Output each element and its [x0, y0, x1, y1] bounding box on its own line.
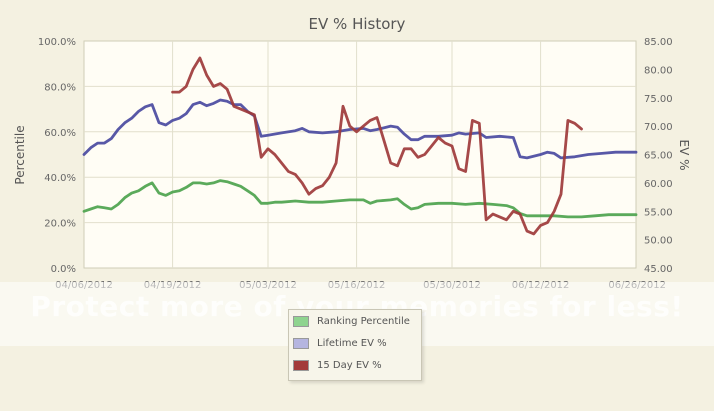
legend-label: 15 Day EV % [317, 359, 382, 371]
y-tick-label: 100.0% [38, 37, 76, 48]
y-tick-label: 80.0% [44, 82, 76, 93]
ranking-percentile-line [82, 179, 638, 219]
y2-tick-label: 80.00 [644, 65, 673, 76]
chart-title: EV % History [309, 15, 406, 33]
y-axis-label: Percentile [13, 125, 27, 184]
legend-swatch-15-day [293, 359, 309, 371]
y2-tick-label: 55.00 [644, 207, 673, 218]
y2-tick-label: 75.00 [644, 94, 673, 105]
y2-axis-label: EV % [677, 139, 691, 170]
y-tick-label: 40.0% [44, 173, 76, 184]
y-tick-label: 20.0% [44, 219, 76, 230]
legend-swatch-lifetime [293, 337, 309, 349]
y-tick-label: 0.0% [51, 264, 76, 275]
y2-tick-label: 45.00 [644, 264, 673, 275]
legend-label: Ranking Percentile [317, 315, 410, 327]
y2-tick-label: 60.00 [644, 179, 673, 190]
series-lines [82, 56, 638, 236]
legend-item-15-day-ev[interactable]: 15 Day EV % [289, 354, 421, 376]
15-day-ev-line [171, 56, 583, 236]
legend-item-lifetime-ev[interactable]: Lifetime EV % [289, 332, 421, 354]
y2-tick-label: 50.00 [644, 236, 673, 247]
chart-legend: Ranking Percentile Lifetime EV % 15 Day … [288, 309, 422, 381]
right-axis: 45.00 50.00 55.00 60.00 65.00 70.00 75.00 80.00… [644, 37, 673, 275]
y2-tick-label: 85.00 [644, 37, 673, 48]
left-axis: 0.0% 20.0% 40.0% 60.0% 80.0% 100.0% [38, 37, 76, 275]
legend-item-ranking-percentile[interactable]: Ranking Percentile [289, 310, 421, 332]
y2-tick-label: 65.00 [644, 151, 673, 162]
legend-label: Lifetime EV % [317, 337, 387, 349]
y-tick-label: 60.0% [44, 128, 76, 139]
legend-swatch-ranking [293, 315, 309, 327]
lifetime-ev-line [82, 98, 638, 160]
y2-tick-label: 70.00 [644, 122, 673, 133]
